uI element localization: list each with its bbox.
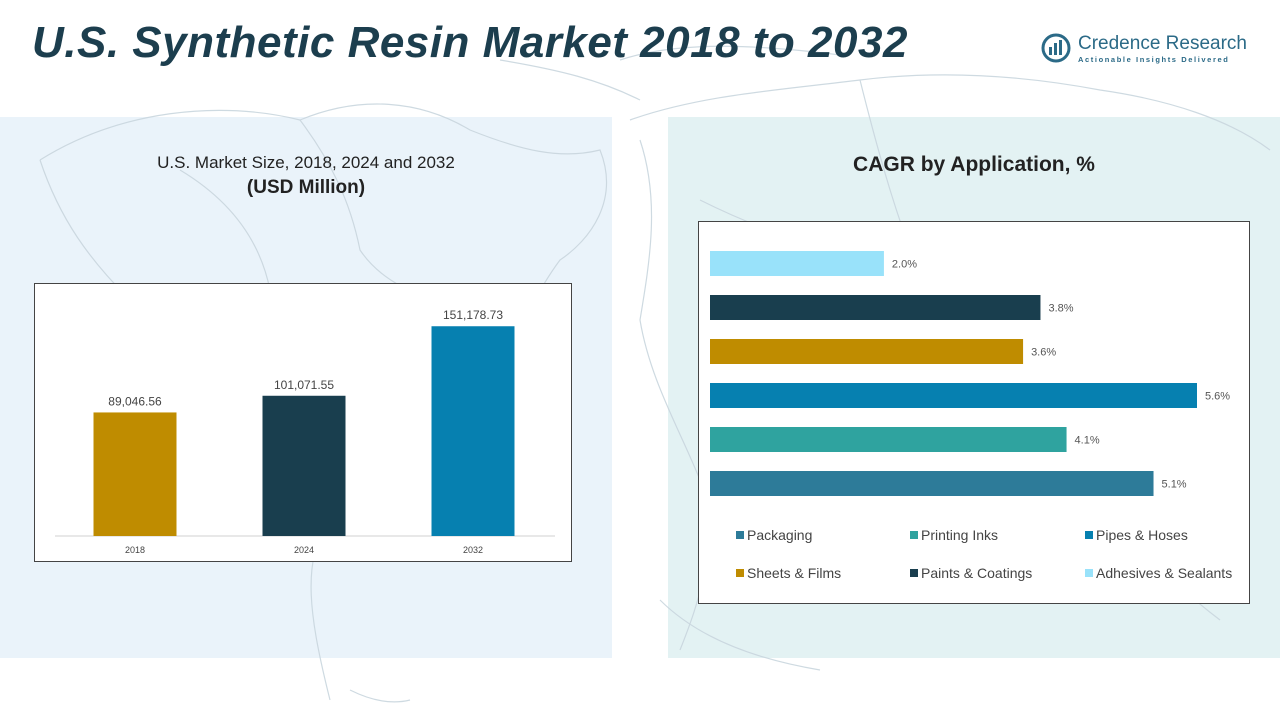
x-tick-label: 2032: [463, 545, 483, 555]
bar-packaging: [710, 471, 1154, 496]
bar-sheets-films: [710, 339, 1024, 364]
logo-name: Credence Research: [1078, 33, 1247, 54]
market-size-chart-subtitle: (USD Million): [246, 177, 366, 198]
market-size-chart-frame: 89,046.56 2018 101,071.55 2024 151,178.73 203…: [34, 283, 572, 562]
bar-value-label: 101,071.55: [274, 378, 334, 392]
bar-printing-inks: [710, 427, 1067, 452]
legend-swatch: [1085, 569, 1093, 577]
bar-2032: [431, 326, 515, 536]
legend-label: Adhesives & Sealants: [1096, 565, 1233, 581]
cagr-chart-title: CAGR by Application, %: [853, 153, 1095, 176]
bar-value-label: 3.6%: [1031, 347, 1056, 359]
page-title: U.S. Synthetic Resin Market 2018 to 2032: [32, 18, 908, 67]
legend-item: Paints & Coatings: [910, 565, 1032, 581]
legend-item: Sheets & Films: [736, 565, 841, 581]
legend-label: Sheets & Films: [747, 565, 842, 581]
bar-value-label: 151,178.73: [443, 308, 503, 322]
x-tick-label: 2018: [125, 545, 145, 555]
legend-swatch: [1085, 531, 1093, 539]
legend-label: Printing Inks: [921, 527, 999, 543]
bar-adhesives-sealants: [710, 251, 884, 276]
legend-label: Packaging: [747, 527, 813, 543]
legend-label: Paints & Coatings: [921, 565, 1033, 581]
legend-item: Adhesives & Sealants: [1085, 565, 1232, 581]
bar-value-label: 5.6%: [1205, 391, 1230, 403]
bar-paints-coatings: [710, 295, 1041, 320]
bar-value-label: 89,046.56: [108, 394, 162, 408]
market-size-chart-title: U.S. Market Size, 2018, 2024 and 2032: [157, 153, 455, 172]
bar-value-label: 3.8%: [1048, 303, 1073, 315]
legend-item: Printing Inks: [910, 527, 998, 543]
legend-swatch: [910, 569, 918, 577]
x-tick-label: 2024: [294, 545, 314, 555]
cagr-chart-frame: 2.0% 3.8% 3.6% 5.6% 4.1% 5.1%: [698, 221, 1250, 604]
logo-tagline: Actionable Insights Delivered: [1078, 55, 1230, 64]
cagr-bar-chart: 2.0% 3.8% 3.6% 5.6% 4.1% 5.1%: [710, 251, 1230, 496]
bar-2018: [93, 412, 177, 536]
bar-value-label: 4.1%: [1075, 435, 1100, 447]
legend-item: Packaging: [736, 527, 812, 543]
logo-mark-icon: [1041, 33, 1071, 63]
legend-swatch: [736, 569, 744, 577]
bar-2024: [262, 395, 346, 536]
bar-pipes-hoses: [710, 383, 1197, 408]
bar-value-label: 5.1%: [1162, 479, 1187, 491]
brand-logo: Credence Research Actionable Insights De…: [1040, 30, 1260, 70]
legend-item: Pipes & Hoses: [1085, 527, 1188, 543]
bar-value-label: 2.0%: [892, 259, 917, 271]
legend-label: Pipes & Hoses: [1096, 527, 1188, 543]
market-size-bar-chart: 89,046.56 2018 101,071.55 2024 151,178.73 203…: [55, 308, 555, 555]
legend-swatch: [736, 531, 744, 539]
legend-swatch: [910, 531, 918, 539]
